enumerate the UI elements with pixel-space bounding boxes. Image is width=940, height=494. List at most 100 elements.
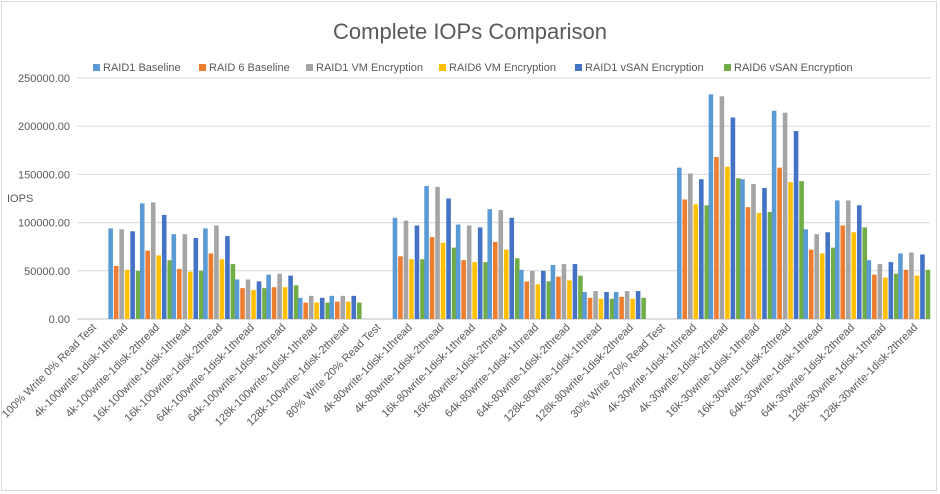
bar-1-9 xyxy=(329,295,335,319)
bar-6-12 xyxy=(451,247,457,319)
bar-3-9 xyxy=(340,295,346,319)
bar-6-14 xyxy=(514,258,520,319)
bar-1-4 xyxy=(171,234,177,319)
bar-1-25 xyxy=(834,200,840,319)
bar-4-14 xyxy=(503,249,509,319)
bar-1-7 xyxy=(266,274,271,319)
bar-4-6 xyxy=(251,290,256,319)
bar-3-3 xyxy=(150,202,156,319)
bar-3-6 xyxy=(245,279,251,319)
bar-5-27 xyxy=(920,254,925,319)
bar-3-17 xyxy=(593,291,598,319)
bar-1-23 xyxy=(771,110,777,319)
bar-1-18 xyxy=(613,292,619,319)
bar-2-24 xyxy=(808,249,814,319)
legend-swatch-5 xyxy=(575,64,582,71)
bar-2-16 xyxy=(556,276,561,319)
bar-5-23 xyxy=(793,131,799,319)
bar-2-20 xyxy=(682,199,688,319)
bar-6-6 xyxy=(262,288,267,319)
bar-4-27 xyxy=(914,275,920,319)
bar-5-11 xyxy=(414,225,420,319)
bar-2-27 xyxy=(903,269,909,319)
bar-6-26 xyxy=(894,273,899,319)
bar-3-13 xyxy=(466,225,472,319)
bar-1-26 xyxy=(866,260,872,319)
bar-3-16 xyxy=(561,264,567,319)
bar-5-3 xyxy=(161,214,167,319)
bar-3-15 xyxy=(530,270,535,319)
bar-1-13 xyxy=(455,224,461,319)
bar-1-6 xyxy=(234,279,240,319)
bar-3-23 xyxy=(782,112,788,319)
bar-2-7 xyxy=(271,287,277,319)
bar-4-25 xyxy=(851,232,857,319)
bar-6-13 xyxy=(483,262,488,319)
legend-swatch-3 xyxy=(306,64,313,71)
bar-6-21 xyxy=(736,178,741,319)
bar-2-14 xyxy=(492,241,498,319)
bar-4-9 xyxy=(345,301,351,319)
bar-4-11 xyxy=(409,259,414,319)
y-tick-label: 0.00 xyxy=(49,314,70,326)
bar-5-5 xyxy=(225,236,230,319)
bar-6-3 xyxy=(167,260,173,319)
bar-3-2 xyxy=(119,229,124,319)
bar-3-8 xyxy=(308,295,314,319)
bar-2-23 xyxy=(777,167,782,319)
bar-6-16 xyxy=(578,275,583,319)
bar-6-9 xyxy=(356,302,362,319)
bar-1-2 xyxy=(108,228,113,319)
bar-5-26 xyxy=(888,262,894,319)
bar-1-22 xyxy=(740,179,745,319)
bar-4-21 xyxy=(725,166,730,319)
bar-5-6 xyxy=(256,281,262,319)
bar-4-15 xyxy=(535,284,541,319)
bar-4-16 xyxy=(567,280,572,319)
bar-3-11 xyxy=(403,220,409,319)
bar-6-4 xyxy=(199,270,204,319)
bar-1-3 xyxy=(139,203,145,319)
bar-3-22 xyxy=(751,184,756,319)
chart-title: Complete IOPs Comparison xyxy=(333,19,607,44)
bar-5-24 xyxy=(825,232,830,319)
bar-6-24 xyxy=(830,247,836,319)
bar-5-2 xyxy=(130,231,135,319)
bar-1-20 xyxy=(677,167,682,319)
bar-2-5 xyxy=(208,253,214,319)
bar-6-23 xyxy=(799,181,804,319)
bar-1-17 xyxy=(582,292,587,319)
bar-2-25 xyxy=(840,225,846,319)
bar-5-17 xyxy=(604,292,609,319)
bar-3-27 xyxy=(909,252,914,319)
bar-5-4 xyxy=(193,238,199,319)
legend-label-5: RAID1 vSAN Encryption xyxy=(585,62,704,74)
bar-5-16 xyxy=(572,264,578,319)
bar-6-20 xyxy=(704,205,710,319)
legend-label-3: RAID1 VM Encryption xyxy=(316,62,423,74)
bar-2-15 xyxy=(524,281,530,319)
bar-1-5 xyxy=(203,228,208,319)
bar-2-3 xyxy=(145,250,151,319)
bar-5-12 xyxy=(446,198,451,319)
bar-4-24 xyxy=(819,253,825,319)
bar-6-11 xyxy=(420,259,425,319)
bar-4-13 xyxy=(472,262,477,319)
bar-2-11 xyxy=(398,256,403,319)
y-axis-label: IOPS xyxy=(7,193,33,205)
legend-label-2: RAID 6 Baseline xyxy=(209,62,290,74)
bar-6-18 xyxy=(641,297,646,319)
bar-4-18 xyxy=(630,298,635,319)
bar-4-2 xyxy=(124,269,130,319)
bar-4-3 xyxy=(156,255,162,319)
bar-6-15 xyxy=(546,281,552,319)
y-tick-label: 100000.00 xyxy=(18,218,70,230)
bar-3-12 xyxy=(435,186,440,319)
bar-1-16 xyxy=(550,265,556,319)
bar-2-17 xyxy=(587,297,593,319)
bar-5-9 xyxy=(351,295,357,319)
bar-5-13 xyxy=(477,227,483,319)
bar-3-5 xyxy=(214,225,219,319)
